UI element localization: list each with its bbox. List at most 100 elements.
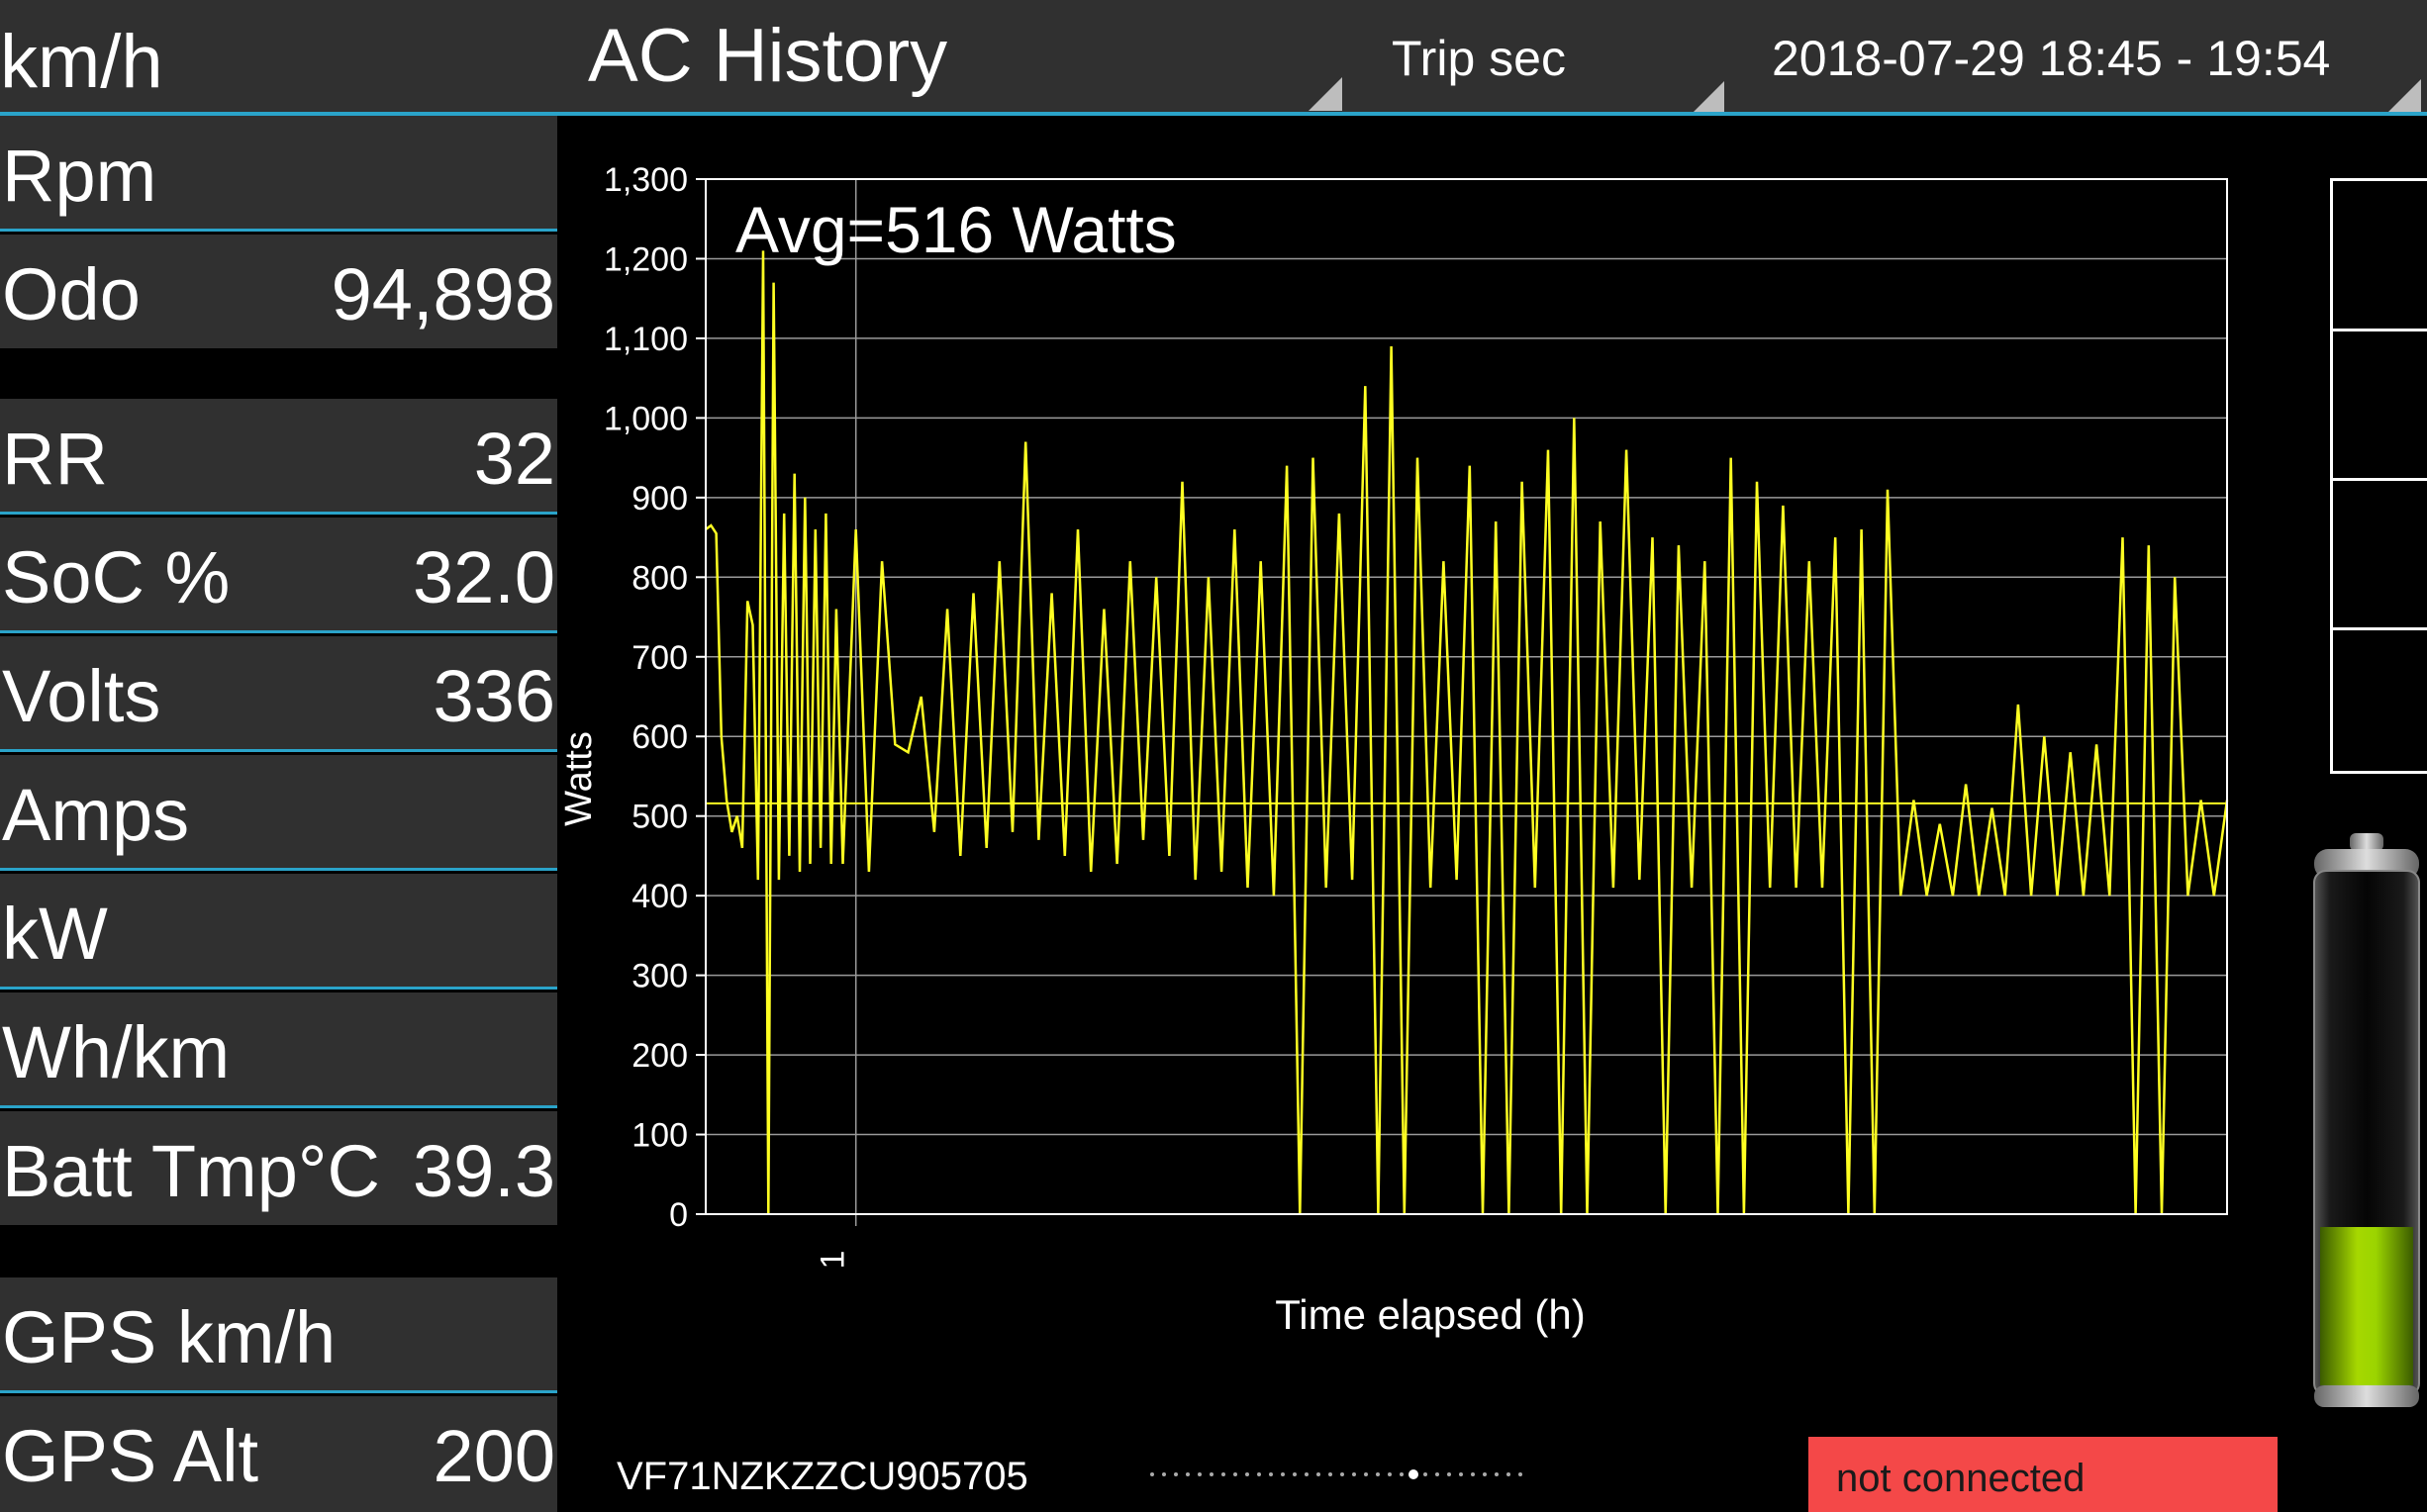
amps-row[interactable]: Amps (0, 755, 557, 871)
pager-dot[interactable] (1328, 1472, 1332, 1476)
pager-dot[interactable] (1293, 1472, 1297, 1476)
pager-dot[interactable] (1376, 1472, 1380, 1476)
batt-tmp-value: 39.3 (412, 1130, 555, 1212)
pager-dot[interactable] (1340, 1472, 1344, 1476)
pager-dot[interactable] (1186, 1472, 1190, 1476)
pager-dot[interactable] (1174, 1472, 1178, 1476)
pager-dot[interactable] (1305, 1472, 1309, 1476)
odo-row[interactable]: Odo 94,898 (0, 235, 557, 348)
gps-alt-row[interactable]: GPS Alt 200 (0, 1396, 557, 1512)
y-tick-label: 1,200 (604, 240, 688, 278)
pager-dot[interactable] (1162, 1472, 1166, 1476)
pager-dot[interactable] (1435, 1472, 1439, 1476)
amps-label: Amps (2, 774, 190, 856)
pager-dot[interactable] (1233, 1472, 1237, 1476)
y-axis-ticks: 0 100 200 300 400 500 600 700 800 900 1,000 1,100 1,… (604, 161, 706, 1234)
batt-tmp-row[interactable]: Batt Tmp°C 39.3 (0, 1111, 557, 1225)
rr-label: RR (2, 418, 108, 500)
rpm-row[interactable]: Rpm (0, 116, 557, 232)
y-tick-label: 0 (669, 1196, 688, 1234)
rr-row[interactable]: RR 32 (0, 399, 557, 515)
pager-dot[interactable] (1245, 1472, 1249, 1476)
connection-status-text: not connected (1836, 1457, 2086, 1500)
time-unit-select-arrow-icon[interactable] (1309, 77, 1342, 111)
pager-dot[interactable] (1400, 1472, 1404, 1476)
pager-dot-active[interactable] (1408, 1469, 1418, 1479)
top-bar: km/h AC History Trip sec 2018-07-29 18:4… (0, 0, 2427, 116)
x-axis-label: Time elapsed (h) (1275, 1291, 1586, 1338)
y-tick-label: 1,100 (604, 321, 688, 358)
gauge-divider (2333, 478, 2427, 481)
pager-dot[interactable] (1352, 1472, 1356, 1476)
y-tick-label: 300 (631, 958, 688, 995)
y-tick-label: 700 (631, 639, 688, 677)
plot-frame (705, 178, 2228, 1215)
y-tick-label: 900 (631, 480, 688, 518)
kw-row[interactable]: kW (0, 874, 557, 990)
y-tick-label: 1,300 (604, 161, 688, 199)
average-annotation: Avg=516 Watts (735, 193, 1177, 266)
pager-dot[interactable] (1483, 1472, 1487, 1476)
pager-dot[interactable] (1150, 1472, 1154, 1476)
pager-dot[interactable] (1518, 1472, 1522, 1476)
battery-icon (2308, 831, 2425, 1410)
pager-dot[interactable] (1447, 1472, 1451, 1476)
pager-dot[interactable] (1281, 1472, 1285, 1476)
pager-dot[interactable] (1316, 1472, 1320, 1476)
speed-label[interactable]: km/h (0, 20, 163, 104)
pager-dot[interactable] (1506, 1472, 1510, 1476)
rr-value: 32 (473, 418, 555, 500)
connection-status-badge[interactable]: not connected (1808, 1437, 2278, 1512)
y-axis-label: Watts (558, 731, 600, 826)
gauge-divider (2333, 329, 2427, 331)
whkm-row[interactable]: Wh/km (0, 992, 557, 1108)
y-tick-label: 500 (631, 799, 688, 836)
gauge-divider (2333, 627, 2427, 630)
top-bar-divider (0, 112, 2427, 116)
soc-value: 32.0 (412, 536, 555, 618)
soc-label: SoC % (2, 536, 231, 618)
page-title: AC History (588, 14, 948, 98)
y-tick-label: 1,000 (604, 400, 688, 437)
vin-text: VF71NZKZZCU905705 (617, 1455, 1028, 1498)
pager-dot[interactable] (1388, 1472, 1392, 1476)
date-range-select-arrow-icon[interactable] (2387, 79, 2421, 113)
volts-row[interactable]: Volts 336 (0, 636, 557, 752)
batt-tmp-label: Batt Tmp°C (2, 1130, 380, 1212)
x-tick-label: 1 (815, 1251, 852, 1270)
odo-value: 94,898 (331, 253, 555, 335)
chart-select-arrow-icon[interactable] (1691, 81, 1724, 115)
kw-label: kW (2, 893, 108, 975)
time-unit-select[interactable]: Trip sec (1392, 31, 1566, 86)
y-tick-label: 600 (631, 718, 688, 756)
pager-dot[interactable] (1495, 1472, 1499, 1476)
pager-dot[interactable] (1257, 1472, 1261, 1476)
chart-svg[interactable]: 0 100 200 300 400 500 600 700 800 900 1,000 1,100 1,… (557, 116, 2240, 1363)
pager-dot[interactable] (1198, 1472, 1202, 1476)
y-tick-label: 200 (631, 1037, 688, 1075)
rpm-label: Rpm (2, 135, 157, 217)
gps-alt-label: GPS Alt (2, 1415, 259, 1497)
pager-dot[interactable] (1471, 1472, 1475, 1476)
pager-dot[interactable] (1269, 1472, 1273, 1476)
pager-dot[interactable] (1221, 1472, 1225, 1476)
volts-value: 336 (433, 655, 555, 737)
watts-series-line (705, 250, 2229, 1215)
level-gauge (2330, 178, 2427, 774)
gps-speed-row[interactable]: GPS km/h (0, 1277, 557, 1393)
pager-dot[interactable] (1364, 1472, 1368, 1476)
date-range-select[interactable]: 2018-07-29 18:45 - 19:54 (1772, 31, 2331, 86)
y-tick-label: 800 (631, 559, 688, 597)
y-tick-label: 100 (631, 1117, 688, 1155)
pager-dot[interactable] (1459, 1472, 1463, 1476)
soc-row[interactable]: SoC % 32.0 (0, 518, 557, 633)
volts-label: Volts (2, 655, 161, 737)
x-axis-ticks: 1 (815, 1251, 852, 1270)
pager-dot[interactable] (1210, 1472, 1214, 1476)
gps-alt-value: 200 (433, 1415, 555, 1497)
pager-dot[interactable] (1423, 1472, 1427, 1476)
y-tick-label: 400 (631, 878, 688, 915)
page-indicator[interactable] (1148, 1465, 1524, 1484)
ac-history-chart[interactable]: 0 100 200 300 400 500 600 700 800 900 1,000 1,100 1,… (557, 116, 2240, 1363)
battery-fill (2320, 1227, 2413, 1385)
